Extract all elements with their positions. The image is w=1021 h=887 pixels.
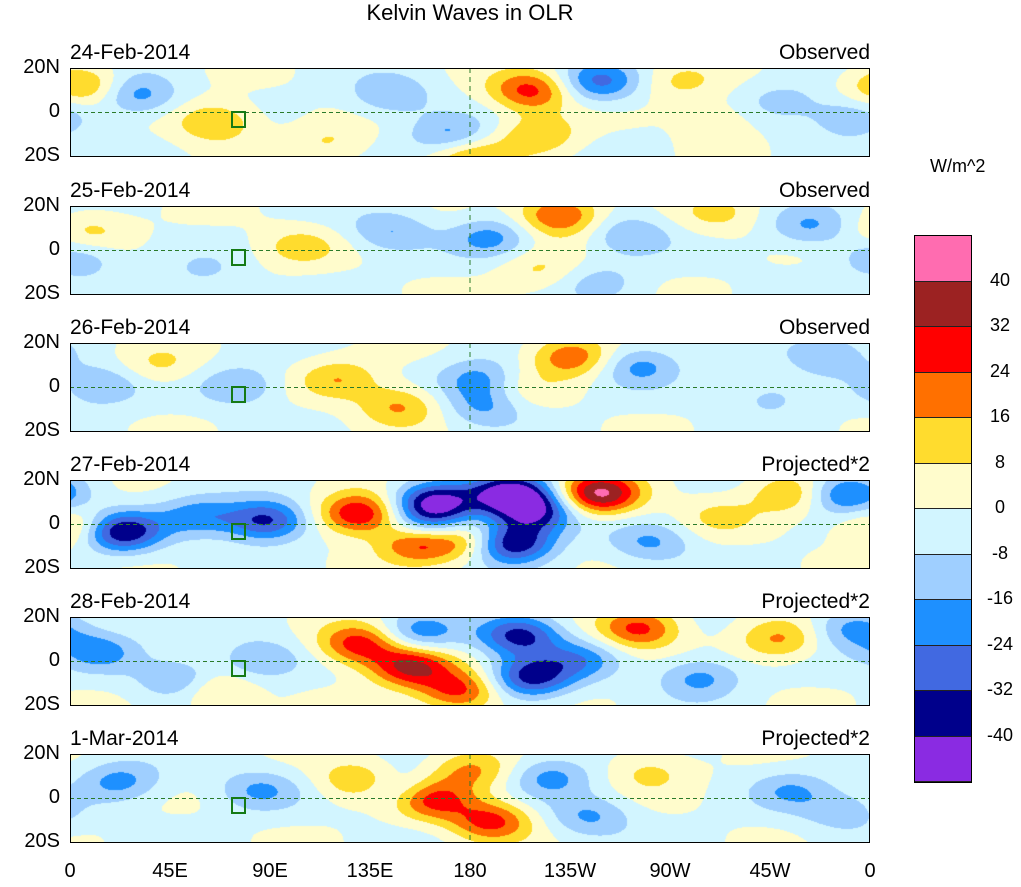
- y-tick-label: 20S: [24, 556, 60, 578]
- map-overlay: [70, 480, 870, 569]
- chart-title: Kelvin Waves in OLR: [366, 0, 574, 25]
- colorbar-segment: [915, 736, 971, 782]
- y-tick-label: 20N: [23, 605, 60, 627]
- colorbar: [914, 235, 972, 783]
- panel-type: Projected*2: [761, 453, 870, 476]
- colorbar-segment: [915, 418, 971, 464]
- panel-frame: [70, 754, 870, 843]
- map-overlay: [70, 343, 870, 432]
- colorbar-label: 0: [994, 497, 1005, 517]
- colorbar-label: 32: [989, 315, 1011, 335]
- colorbar-segment: [915, 645, 971, 691]
- y-tick-label: 20S: [24, 693, 60, 715]
- panel-frame: [70, 617, 870, 706]
- colorbar-segment: [915, 372, 971, 418]
- map-overlay: [70, 754, 870, 843]
- y-tick-label: 0: [48, 649, 60, 671]
- panel-frame: [70, 480, 870, 569]
- colorbar-segment: [915, 509, 971, 555]
- colorbar-label: -32: [986, 679, 1013, 699]
- panel-type: Projected*2: [761, 727, 870, 750]
- y-tick-label: 0: [48, 512, 60, 534]
- x-tick-label: 90E: [252, 860, 288, 882]
- y-tick-label: 20N: [23, 742, 60, 764]
- colorbar-segment: [915, 281, 971, 327]
- region-box: [231, 249, 246, 266]
- region-box: [231, 523, 246, 540]
- panel-date: 28-Feb-2014: [70, 590, 191, 613]
- y-tick-label: 20N: [23, 468, 60, 490]
- colorbar-label: -8: [991, 542, 1008, 563]
- colorbar-segment: [915, 327, 971, 373]
- panel-type: Projected*2: [761, 590, 870, 613]
- map-panel: 1-Mar-2014 Projected*2 20N 0 20S: [23, 727, 870, 852]
- map-overlay: [70, 617, 870, 706]
- colorbar-segment: [915, 236, 971, 282]
- y-tick-label: 20N: [23, 56, 60, 78]
- map-panel: 27-Feb-2014 Projected*2 20N 0 20S: [23, 453, 870, 578]
- map-panel: 26-Feb-2014 Observed 20N 0 20S: [23, 316, 870, 441]
- panel-type: Observed: [778, 179, 870, 202]
- region-box: [231, 660, 246, 677]
- x-tick-label: 90W: [649, 860, 691, 882]
- region-box: [231, 111, 246, 128]
- y-tick-label: 0: [48, 375, 60, 397]
- y-tick-label: 20S: [24, 419, 60, 441]
- map-panel: 24-Feb-2014 Observed 20N 0 20S: [23, 41, 870, 166]
- colorbar-label: 40: [989, 269, 1011, 290]
- y-tick-label: 20N: [23, 331, 60, 353]
- map-panel: 28-Feb-2014 Projected*2 20N 0 20S: [23, 590, 870, 715]
- colorbar-label: 24: [989, 360, 1011, 381]
- colorbar-label: -40: [986, 724, 1013, 745]
- colorbar-label: 16: [989, 406, 1011, 426]
- panel-type: Observed: [778, 41, 870, 64]
- y-tick-label: 0: [48, 100, 60, 122]
- panel-date: 24-Feb-2014: [70, 41, 191, 64]
- y-tick-label: 0: [48, 786, 60, 808]
- colorbar-segment: [915, 554, 971, 600]
- map-overlay: [70, 206, 870, 295]
- colorbar-label: -16: [986, 588, 1013, 608]
- map-overlay: [70, 68, 870, 157]
- panel-date: 26-Feb-2014: [70, 316, 191, 339]
- panel-date: 27-Feb-2014: [70, 453, 191, 476]
- colorbar-label: 8: [994, 451, 1005, 472]
- y-tick-label: 20S: [24, 282, 60, 304]
- panel-frame: [70, 68, 870, 157]
- panel-frame: [70, 206, 870, 295]
- colorbar-label: -24: [986, 633, 1013, 654]
- x-tick-label: 0: [864, 860, 876, 882]
- map-panel: 25-Feb-2014 Observed 20N 0 20S: [23, 179, 870, 304]
- panel-date: 25-Feb-2014: [70, 179, 191, 202]
- x-tick-label: 45W: [749, 860, 791, 882]
- y-tick-label: 20S: [24, 830, 60, 852]
- colorbar-units: W/m^2: [930, 156, 986, 176]
- x-tick-label: 45E: [152, 860, 188, 882]
- x-tick-label: 135E: [346, 860, 394, 882]
- colorbar-segment: [915, 691, 971, 737]
- panel-type: Observed: [778, 316, 870, 339]
- x-tick-label: 180: [453, 860, 487, 882]
- colorbar-segment: [915, 600, 971, 646]
- panel-date: 1-Mar-2014: [70, 727, 179, 750]
- x-tick-label: 0: [64, 860, 76, 882]
- x-tick-label: 135W: [543, 860, 597, 882]
- region-box: [231, 797, 246, 814]
- region-box: [231, 386, 246, 403]
- colorbar-segment: [915, 463, 971, 509]
- y-tick-label: 20S: [24, 144, 60, 166]
- panel-frame: [70, 343, 870, 432]
- y-tick-label: 20N: [23, 194, 60, 216]
- y-tick-label: 0: [48, 238, 60, 260]
